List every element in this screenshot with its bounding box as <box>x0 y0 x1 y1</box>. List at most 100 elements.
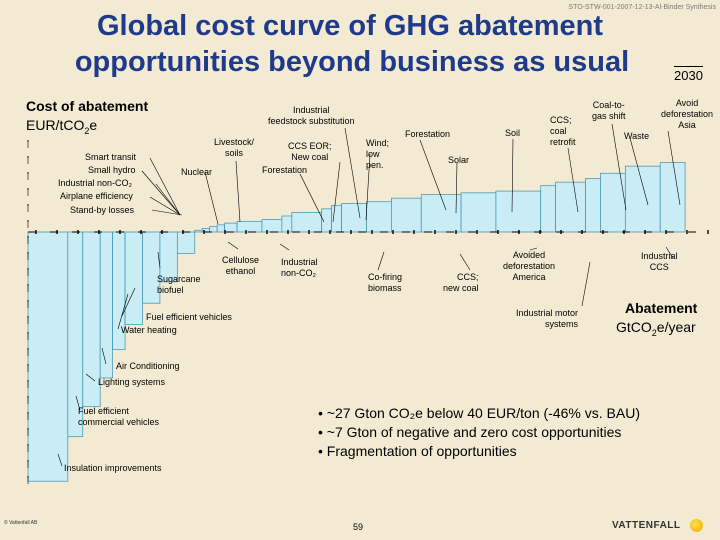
leader-line <box>344 127 361 219</box>
label-airplane-efficiency: Airplane efficiency <box>60 191 133 201</box>
label-lighting-systems: Lighting systems <box>98 377 166 387</box>
bar-20 <box>341 203 367 233</box>
leader-line <box>332 161 341 223</box>
leader-line <box>155 183 181 216</box>
bar-0 <box>27 231 69 482</box>
label-livestock-soils: Livestock/ soils <box>214 137 255 158</box>
bar-7 <box>159 231 178 283</box>
label-forestation-1: Forestation <box>262 165 308 175</box>
leader-line <box>151 209 183 216</box>
label-coal-to-gas-shift: Coal-to- gas shift <box>592 100 626 121</box>
leader-line <box>141 170 181 216</box>
leader-line <box>157 251 161 269</box>
bar-29 <box>600 172 626 233</box>
bullet-item: ~27 Gton CO₂e below 40 EUR/ton (-46% vs.… <box>318 404 640 423</box>
logo-text: VATTENFALL <box>612 520 681 531</box>
label-insulation-improvements: Insulation improvements <box>64 463 162 473</box>
bar-12 <box>216 224 225 233</box>
leader-line <box>299 173 325 223</box>
bar-25 <box>495 190 542 233</box>
leader-line <box>117 293 129 330</box>
leader-line <box>101 347 107 365</box>
label-industrial-feedstock: Industrial feedstock substitution <box>268 105 355 126</box>
label-soil: Soil <box>505 128 521 138</box>
leader-line <box>57 453 63 467</box>
leader-line <box>279 243 290 251</box>
leader-line <box>629 137 649 206</box>
label-waste: Waste <box>624 131 650 141</box>
leader-line <box>611 123 627 211</box>
y-axis-unit: EUR/tCO2e <box>26 117 97 136</box>
leader-line <box>121 287 136 317</box>
copyright-note: © Vattenfall AB <box>4 520 38 526</box>
document-id: STO-STW-001-2007-12-13-Al-Binder Synthes… <box>568 4 716 11</box>
label-industrial-non-co2-bottom: Industrial non-CO₂ <box>281 257 318 278</box>
label-industrial-motor-systems: Industrial motor systems <box>516 308 579 329</box>
label-standby-losses: Stand-by losses <box>70 205 135 215</box>
label-industrial-ccs: Industrial CCS <box>641 251 678 272</box>
label-industrial-non-co2-top: Industrial non-CO₂ <box>58 178 133 188</box>
leader-line <box>75 395 81 411</box>
leader-line <box>419 139 447 211</box>
bar-24 <box>460 192 497 233</box>
chart-axes <box>27 140 709 492</box>
y-axis-unit-text: EUR/tCO2e <box>26 117 98 136</box>
bar-8 <box>176 231 196 254</box>
label-forestation-2: Forestation <box>405 129 451 139</box>
bullet-item: ~7 Gton of negative and zero cost opport… <box>318 423 640 442</box>
label-commercial-vehicles: Fuel efficient commercial vehicles <box>78 406 160 427</box>
key-findings-list: ~27 Gton CO₂e below 40 EUR/ton (-46% vs.… <box>318 404 640 461</box>
leader-line <box>455 162 458 214</box>
leader-line <box>529 247 538 251</box>
leader-line <box>667 130 681 206</box>
page-number: 59 <box>353 522 364 532</box>
label-nuclear: Nuclear <box>181 167 213 177</box>
label-cellulose-ethanol: Cellulose ethanol <box>222 255 260 276</box>
leader-line <box>149 196 181 216</box>
leader-line <box>235 160 241 223</box>
label-sugarcane-biofuel: Sugarcane biofuel <box>157 274 201 295</box>
x-axis-label: Abatement <box>625 300 698 316</box>
label-wind-low-pen: Wind; low pen. <box>366 138 390 170</box>
x-axis-unit: GtCO2e/year <box>616 319 696 338</box>
bar-31 <box>659 162 686 233</box>
leader-line <box>459 253 471 271</box>
vattenfall-logo: VATTENFALL <box>612 519 706 533</box>
leader-line <box>365 153 371 221</box>
bar-3 <box>99 231 113 379</box>
leader-line <box>581 261 591 307</box>
slide-title-line2: opportunities beyond business as usual <box>74 46 630 78</box>
label-ccs-new-coal: CCS; new coal <box>443 272 479 293</box>
bar-26 <box>540 185 556 233</box>
bar-21 <box>366 201 392 233</box>
label-avoid-deforestation-asia: Avoid deforestation Asia <box>661 98 714 130</box>
bar-11 <box>209 226 218 233</box>
label-cofiring-biomass: Co-firing biomass <box>368 272 403 293</box>
leader-line <box>665 246 674 259</box>
bar-27 <box>555 181 586 233</box>
bar-13 <box>224 222 238 233</box>
bar-16 <box>281 215 293 233</box>
bar-22 <box>391 197 422 233</box>
bar-17 <box>291 212 323 233</box>
label-leader-lines <box>57 123 681 467</box>
label-small-hydro: Small hydro <box>88 165 136 175</box>
leader-line <box>567 147 579 213</box>
year-tag: 2030 <box>674 66 703 83</box>
bar-30 <box>624 165 661 233</box>
label-smart-transit: Smart transit <box>85 152 137 162</box>
bar-28 <box>585 178 601 233</box>
label-solar: Solar <box>448 155 470 165</box>
label-fuel-efficient-vehicles: Fuel efficient vehicles <box>146 312 232 322</box>
label-ccs-coal-retrofit: CCS; coal retrofit <box>550 115 576 147</box>
label-water-heating: Water heating <box>121 325 177 335</box>
leader-line <box>377 251 385 271</box>
bullet-item: Fragmentation of opportunities <box>318 442 640 461</box>
label-ccs-eor: CCS EOR; New coal <box>288 141 332 162</box>
label-air-conditioning: Air Conditioning <box>116 361 180 371</box>
chart-bars <box>27 162 686 482</box>
bar-15 <box>261 219 283 233</box>
bar-9 <box>194 229 203 233</box>
bar-5 <box>124 231 143 325</box>
